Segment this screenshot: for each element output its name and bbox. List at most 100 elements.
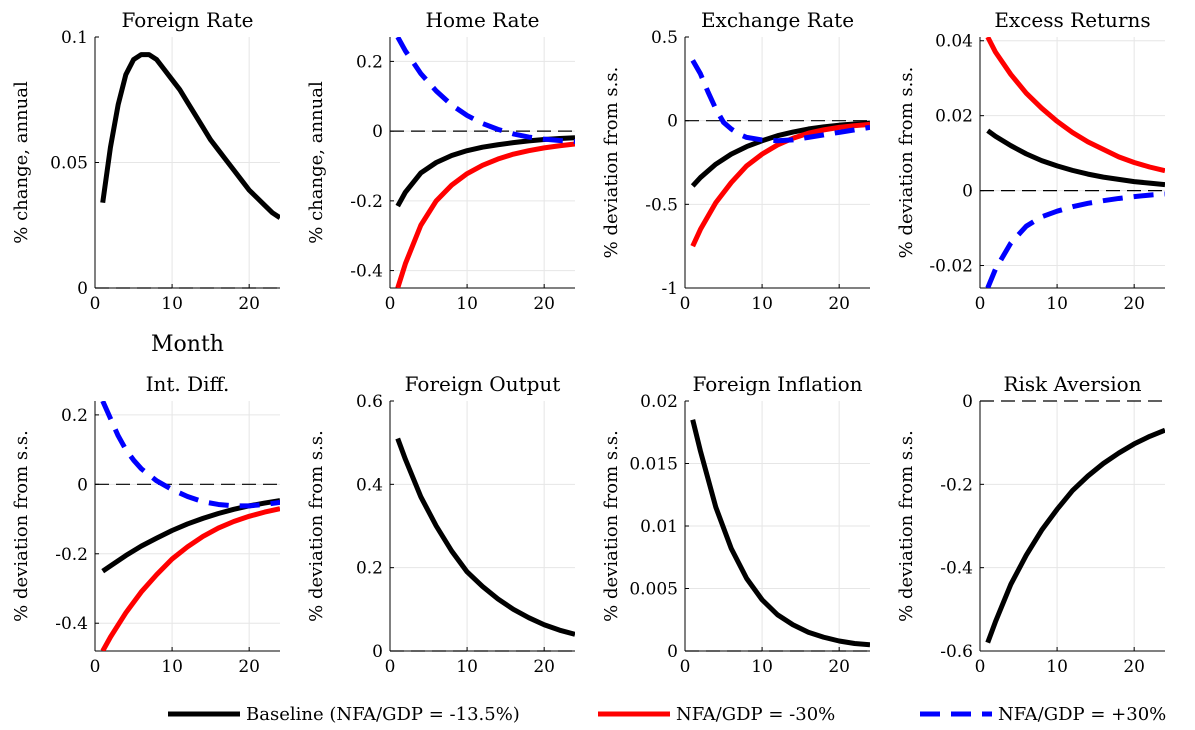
y-tick-label: 0.2 (356, 559, 383, 579)
grid-lines (390, 37, 575, 288)
y-tick-label: -0.2 (940, 475, 973, 495)
x-tick-label: 10 (751, 294, 773, 314)
y-tick-label: 0.01 (640, 517, 678, 537)
y-tick-label: 0 (77, 279, 88, 299)
grid-lines (980, 401, 1165, 651)
x-tick-label: 20 (1123, 657, 1145, 677)
x-tick-label: 20 (1123, 294, 1145, 314)
x-tick-label: 10 (456, 294, 478, 314)
x-tick-label: 0 (975, 294, 986, 314)
x-tick-label: 20 (238, 657, 260, 677)
legend-entry: Baseline (NFA/GDP = -13.5%) (168, 704, 520, 725)
y-axis-label: % deviation from s.s. (306, 430, 327, 622)
y-tick-label: 0.2 (356, 52, 383, 72)
series-group (395, 37, 575, 288)
panel-title: Int. Diff. (146, 372, 230, 396)
y-tick-label: 0 (962, 182, 973, 202)
x-tick-label: 0 (385, 294, 396, 314)
series-line-baseline (986, 128, 1165, 188)
panel-title: Foreign Output (405, 372, 561, 396)
y-tick-label: 0.2 (61, 406, 88, 426)
y-tick-label: -0.4 (940, 559, 973, 579)
series-line-nfa_minus30 (690, 121, 870, 248)
grid-lines (685, 401, 870, 651)
panel-risk-aversion: 0 10 20 -0.6 -0.4 -0.2 0 Risk Aversion % deviati… (896, 372, 1165, 677)
series-line-baseline (101, 498, 280, 574)
legend-entry: NFA/GDP = +30% (920, 704, 1166, 725)
series-group (395, 437, 575, 637)
x-tick-label: 10 (1046, 657, 1068, 677)
panel-grid: 0 10 20 0 0.05 0.1 Foreign Rate % change, annua… (11, 8, 1165, 677)
panel-title: Foreign Rate (122, 8, 254, 32)
panel-foreign-output: 0 10 20 0 0.2 0.4 0.6 Foreign Output % deviation… (306, 372, 575, 677)
y-axis-label: % change, annual (11, 81, 32, 244)
y-tick-label: 0.005 (629, 580, 678, 600)
panel-title: Foreign Inflation (692, 372, 862, 396)
y-tick-label: -0.5 (645, 195, 678, 215)
legend-entry: NFA/GDP = -30% (598, 704, 835, 725)
y-axis-label: % deviation from s.s. (896, 67, 917, 259)
y-tick-label: -0.2 (55, 545, 88, 565)
series-group (100, 401, 280, 651)
y-tick-label: -0.2 (350, 192, 383, 212)
series-line-nfa_plus30 (690, 59, 870, 144)
x-tick-label: 0 (90, 657, 101, 677)
legend: Baseline (NFA/GDP = -13.5%) NFA/GDP = -30… (168, 704, 1166, 725)
series-group (100, 52, 280, 220)
panel-home-rate: 0 10 20 -0.4 -0.2 0 0.2 Home Rate % change, annu… (306, 8, 575, 314)
panel-title: Exchange Rate (701, 8, 854, 32)
series-line-baseline (100, 52, 280, 220)
y-tick-label: 0 (372, 122, 383, 142)
y-axis-label: % deviation from s.s. (601, 430, 622, 622)
panel-title: Excess Returns (994, 8, 1150, 32)
y-tick-label: 0 (667, 642, 678, 662)
x-tick-label: 20 (828, 657, 850, 677)
series-line-nfa_plus30 (395, 37, 575, 145)
x-tick-label: 0 (90, 294, 101, 314)
x-tick-label: 20 (533, 657, 555, 677)
y-axis-label: % change, annual (306, 81, 327, 244)
y-axis-label: % deviation from s.s. (896, 430, 917, 622)
x-tick-label: 20 (828, 294, 850, 314)
x-tick-label: 0 (680, 294, 691, 314)
x-tick-label: 20 (533, 294, 555, 314)
panel-title: Home Rate (426, 8, 540, 32)
series-line-nfa_plus30 (985, 191, 1165, 288)
x-axis-label: Month (151, 332, 224, 357)
panel-foreign-inflation: 0 10 20 0 0.005 0.01 0.015 0.02 Foreign Inflatio… (601, 372, 870, 677)
y-tick-label: 0 (667, 112, 678, 132)
series-line-nfa_minus30 (985, 37, 1165, 174)
y-tick-label: 0 (962, 392, 973, 412)
y-tick-label: 0.1 (61, 28, 88, 48)
y-tick-label: -1 (661, 279, 678, 299)
y-tick-label: 0.015 (629, 455, 678, 475)
series-line-baseline (985, 427, 1165, 644)
x-tick-label: 10 (1046, 294, 1068, 314)
grid-lines (390, 401, 575, 651)
x-tick-label: 10 (161, 657, 183, 677)
x-tick-label: 0 (385, 657, 396, 677)
y-axis-label: % deviation from s.s. (601, 67, 622, 259)
y-tick-label: -0.02 (929, 257, 973, 277)
y-tick-label: -0.6 (940, 642, 973, 662)
y-tick-label: 0.02 (640, 392, 678, 412)
legend-label: NFA/GDP = -30% (676, 704, 835, 725)
y-tick-label: 0 (372, 642, 383, 662)
series-line-baseline (690, 419, 870, 648)
grid-lines (685, 37, 870, 288)
x-tick-label: 10 (456, 657, 478, 677)
grid-lines (95, 37, 280, 288)
x-tick-label: 0 (975, 657, 986, 677)
series-line-baseline (395, 437, 575, 637)
x-tick-label: 0 (680, 657, 691, 677)
y-tick-label: 0.05 (50, 154, 88, 174)
legend-label: NFA/GDP = +30% (998, 704, 1166, 725)
panel-int-diff: 0 10 20 -0.4 -0.2 0 0.2 Int. Diff. % deviation f… (11, 372, 280, 677)
series-line-nfa_minus30 (100, 506, 280, 651)
y-axis-label: % deviation from s.s. (11, 430, 32, 622)
y-tick-label: 0.04 (935, 32, 973, 52)
y-tick-label: 0.5 (651, 28, 678, 48)
series-group (985, 37, 1165, 288)
